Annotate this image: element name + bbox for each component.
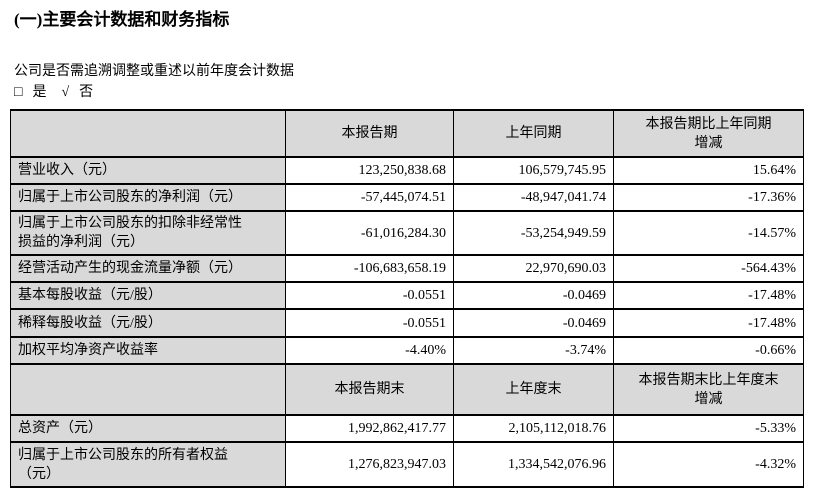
col-header-prior-period: 上年同期 [453,109,614,158]
table-row-basic-eps: 基本每股收益（元/股） -0.0551 -0.0469 -17.48% [10,281,804,310]
value-current-period: -0.0551 [285,308,454,338]
table-row-total-assets: 总资产（元） 1,992,862,417.77 2,105,112,018.76… [10,414,804,443]
col-header-period-change: 本报告期比上年同期 增减 [613,109,804,158]
value-change: -0.66% [613,336,804,365]
balance-header-row: 本报告期末 上年度末 本报告期末比上年度末 增减 [10,363,804,416]
value-change: -14.57% [613,210,804,256]
value-prior-period: 106,579,745.95 [453,156,614,185]
table-row-net-profit: 归属于上市公司股东的净利润（元） -57,445,074.51 -48,947,… [10,183,804,212]
value-prior-period: -48,947,041.74 [453,183,614,212]
restatement-options: □ 是 √ 否 [14,84,822,102]
row-label: 营业收入（元） [10,156,286,185]
value-change: -17.36% [613,183,804,212]
value-prior-period: 2,105,112,018.76 [453,414,614,443]
financial-indicators-table: 本报告期 上年同期 本报告期比上年同期 增减 营业收入（元） 123,250,8… [10,109,804,488]
header-blank-cell [10,363,286,416]
value-prior-period: -0.0469 [453,308,614,338]
col-header-end-change: 本报告期末比上年度末 增减 [613,363,804,416]
option-no: √ 否 [61,84,93,102]
col-header-current-period: 本报告期 [285,109,454,158]
value-current-period: -0.0551 [285,281,454,310]
checkbox-unchecked-icon: □ [14,85,23,100]
table-row-net-profit-excl-nonrecurring: 归属于上市公司股东的扣除非经常性 损益的净利润（元） -61,016,284.3… [10,210,804,256]
table-row-diluted-eps: 稀释每股收益（元/股） -0.0551 -0.0469 -17.48% [10,308,804,338]
value-current-period: 1,276,823,947.03 [285,441,454,488]
table-row-operating-revenue: 营业收入（元） 123,250,838.68 106,579,745.95 15… [10,156,804,185]
value-change: -5.33% [613,414,804,443]
row-label: 稀释每股收益（元/股） [10,308,286,338]
option-yes: □ 是 [14,84,46,102]
period-header-row: 本报告期 上年同期 本报告期比上年同期 增减 [10,109,804,158]
col-header-prior-year-end: 上年度末 [453,363,614,416]
value-prior-period: 22,970,690.03 [453,254,614,283]
value-prior-period: 1,334,542,076.96 [453,441,614,488]
table-row-owners-equity: 归属于上市公司股东的所有者权益 （元） 1,276,823,947.03 1,3… [10,441,804,488]
table-row-operating-cash-flow: 经营活动产生的现金流量净额（元） -106,683,658.19 22,970,… [10,254,804,283]
row-label: 归属于上市公司股东的所有者权益 （元） [10,441,286,488]
header-blank-cell [10,109,286,158]
value-change: -564.43% [613,254,804,283]
value-change: 15.64% [613,156,804,185]
restatement-question: 公司是否需追溯调整或重述以前年度会计数据 [14,64,294,79]
row-label: 基本每股收益（元/股） [10,281,286,310]
value-change: -17.48% [613,281,804,310]
value-prior-period: -53,254,949.59 [453,210,614,256]
value-prior-period: -0.0469 [453,281,614,310]
col-header-period-end: 本报告期末 [285,363,454,416]
value-current-period: 123,250,838.68 [285,156,454,185]
check-mark-icon: √ [61,85,70,100]
value-current-period: -4.40% [285,336,454,365]
value-current-period: -106,683,658.19 [285,254,454,283]
row-label: 归属于上市公司股东的扣除非经常性 损益的净利润（元） [10,210,286,256]
option-yes-label: 是 [32,85,47,100]
value-current-period: -57,445,074.51 [285,183,454,212]
value-change: -17.48% [613,308,804,338]
section-title: (一)主要会计数据和财务指标 [14,10,230,29]
value-change: -4.32% [613,441,804,488]
row-label: 总资产（元） [10,414,286,443]
row-label: 归属于上市公司股东的净利润（元） [10,183,286,212]
value-current-period: 1,992,862,417.77 [285,414,454,443]
row-label: 加权平均净资产收益率 [10,336,286,365]
row-label: 经营活动产生的现金流量净额（元） [10,254,286,283]
value-prior-period: -3.74% [453,336,614,365]
value-current-period: -61,016,284.30 [285,210,454,256]
table-row-weighted-avg-roe: 加权平均净资产收益率 -4.40% -3.74% -0.66% [10,336,804,365]
option-no-label: 否 [79,85,94,100]
